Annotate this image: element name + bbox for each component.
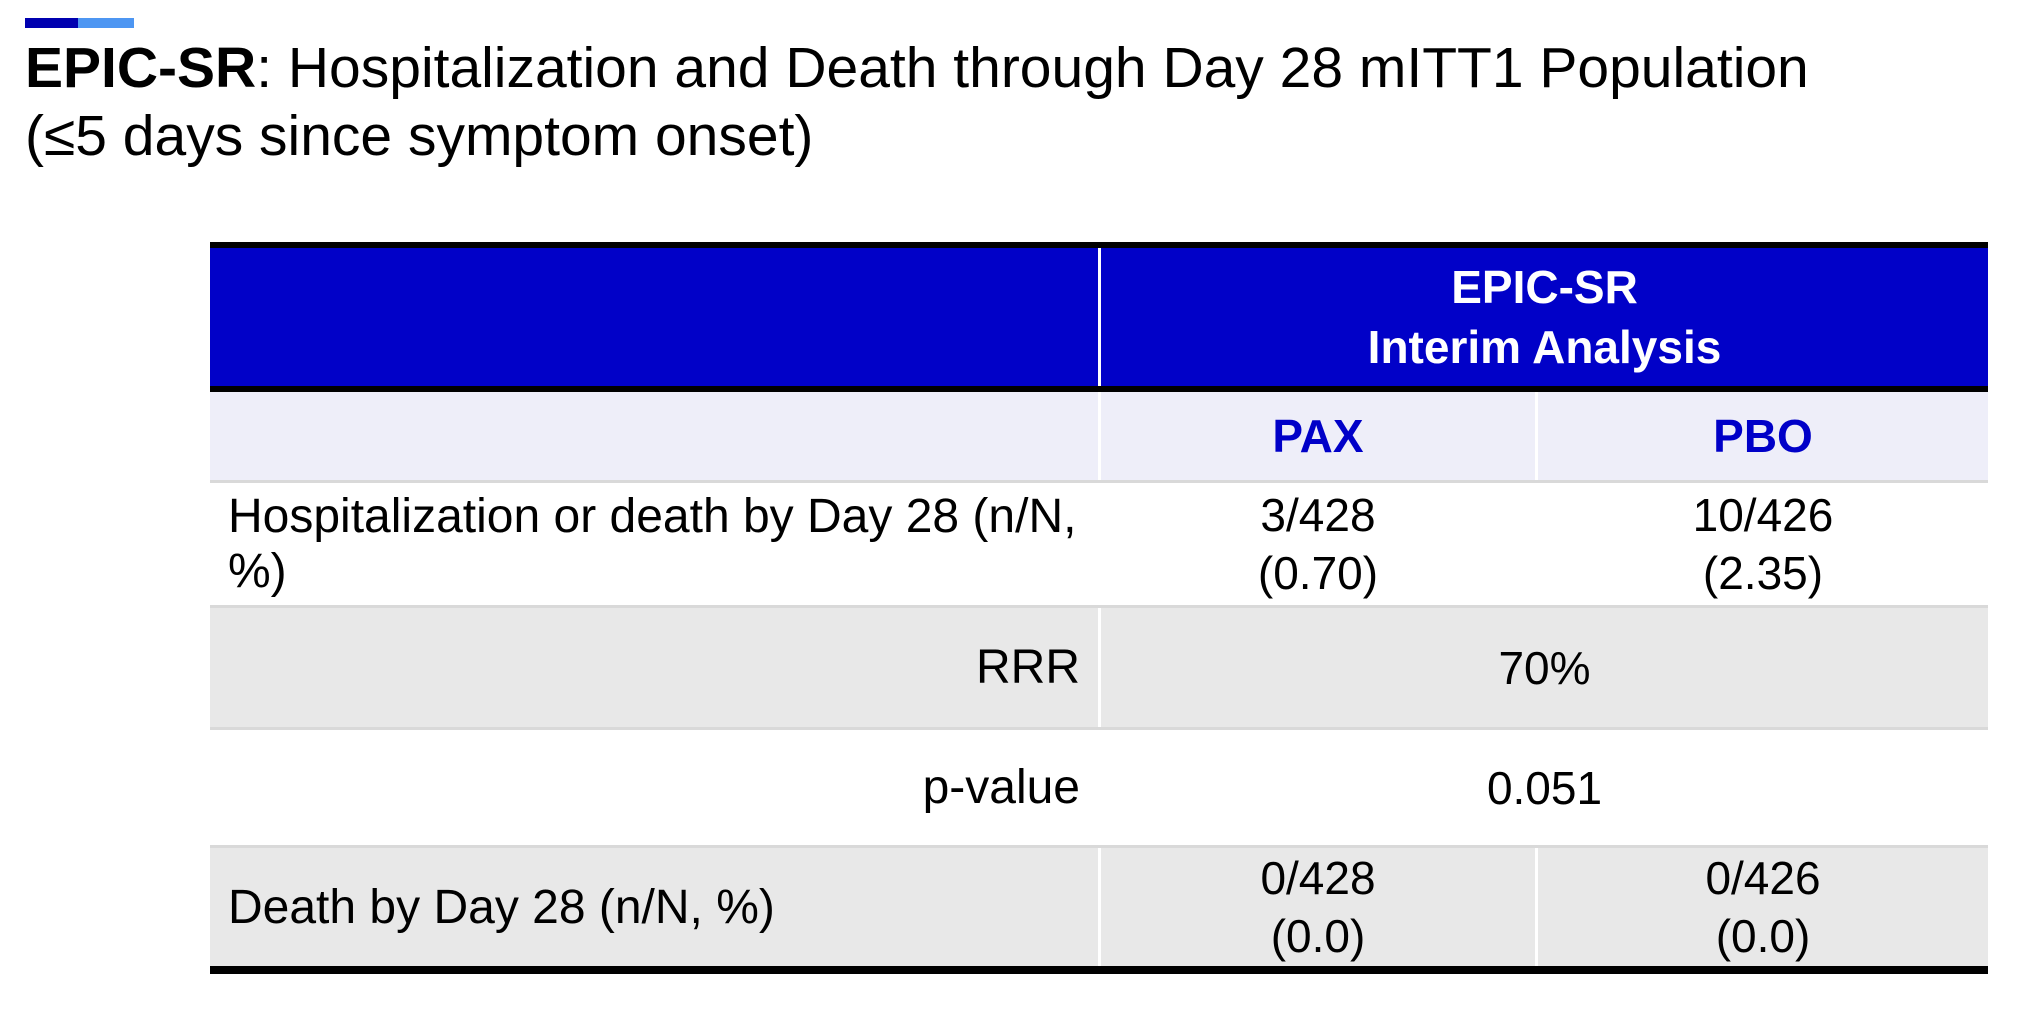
column-header-row: PAX PBO [210, 392, 1988, 480]
pbo-value-line1: 0/426 [1705, 852, 1821, 904]
table-header-row: EPIC-SR Interim Analysis [210, 248, 1988, 386]
row-separator [210, 845, 1988, 848]
header-group-cell: EPIC-SR Interim Analysis [1101, 248, 1988, 386]
accent-bars [25, 18, 134, 28]
header-empty-cell [210, 248, 1098, 386]
header-group-line2: Interim Analysis [1367, 321, 1722, 373]
slide-title-rest: : Hospitalization and Death through Day … [256, 36, 1809, 100]
pax-value-cell: 0/428 (0.0) [1101, 848, 1535, 966]
subheader-empty-cell [210, 392, 1098, 480]
row-label: Death by Day 28 (n/N, %) [228, 880, 775, 934]
accent-bar-dark [25, 18, 78, 28]
row-separator [210, 727, 1988, 730]
pax-value-line2: (0.70) [1257, 547, 1379, 599]
slide-title-line1: EPIC-SR: Hospitalization and Death throu… [25, 34, 1809, 102]
table-row-pvalue: p-value 0.051 [210, 730, 1988, 845]
row-separator [210, 480, 1988, 483]
row-label: p-value [922, 761, 1080, 814]
table-row-death: Death by Day 28 (n/N, %) 0/428 (0.0) 0/4… [210, 848, 1988, 966]
slide-title: EPIC-SR: Hospitalization and Death throu… [25, 34, 1809, 170]
table-top-border [210, 242, 1988, 248]
row-label: Hospitalization or death by Day 28 (n/N,… [228, 490, 1077, 598]
cell-divider [1098, 608, 1101, 727]
results-table: EPIC-SR Interim Analysis PAX PBO Hospita… [210, 242, 1988, 974]
subheader-divider-2 [1535, 392, 1538, 480]
pbo-value-line1: 10/426 [1692, 489, 1834, 541]
cell-divider [1098, 848, 1101, 966]
pax-value-cell: 3/428 (0.70) [1101, 483, 1535, 605]
pax-value-line1: 0/428 [1260, 852, 1376, 904]
table-row-hospitalization: Hospitalization or death by Day 28 (n/N,… [210, 483, 1988, 605]
pbo-value-cell: 10/426 (2.35) [1538, 483, 1988, 605]
accent-bar-light [78, 18, 134, 28]
pax-value-line1: 3/428 [1260, 489, 1376, 541]
table-bottom-border [210, 966, 1988, 974]
header-bottom-border [210, 386, 1988, 392]
pbo-value-cell: 0/426 (0.0) [1538, 848, 1988, 966]
row-label: RRR [976, 641, 1080, 694]
subheader-divider-1 [1098, 392, 1101, 480]
merged-value-cell: 70% [1498, 641, 1591, 694]
row-separator [210, 605, 1988, 608]
slide-title-study-name: EPIC-SR [25, 36, 257, 100]
table-row-rrr: RRR 70% [210, 608, 1988, 727]
header-divider [1098, 248, 1101, 386]
cell-divider [1535, 848, 1538, 966]
column-header-pbo: PBO [1713, 410, 1813, 462]
merged-value-cell: 0.051 [1486, 761, 1603, 814]
header-group-line1: EPIC-SR [1451, 261, 1638, 313]
pbo-value-line2: (0.0) [1715, 910, 1811, 962]
slide-title-line2: (≤5 days since symptom onset) [25, 104, 814, 168]
column-header-pax: PAX [1272, 410, 1364, 462]
pax-value-line2: (0.0) [1270, 910, 1366, 962]
pbo-value-line2: (2.35) [1702, 547, 1824, 599]
